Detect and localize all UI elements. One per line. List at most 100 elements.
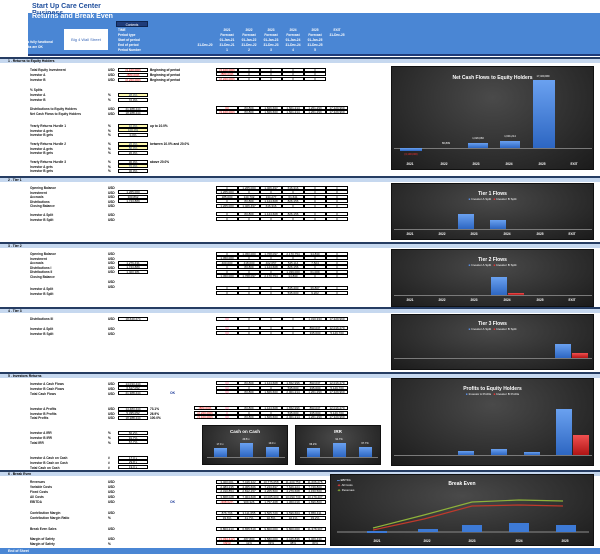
cell[interactable]: 1,757,468: [260, 499, 282, 504]
cell[interactable]: 5,149,700: [326, 330, 348, 335]
cell[interactable]: 0: [282, 326, 304, 331]
cell[interactable]: 1,450,000: [238, 251, 260, 256]
cell[interactable]: 11,378,307: [304, 526, 326, 531]
cell[interactable]: 1,406,497: [238, 203, 260, 208]
cell[interactable]: (0): [216, 390, 238, 395]
cell[interactable]: 418,000: [238, 260, 260, 265]
cell[interactable]: 0: [326, 251, 348, 256]
cell[interactable]: 0: [216, 291, 238, 296]
cell[interactable]: 7,626,224: [282, 484, 304, 489]
cell[interactable]: 1,339,000: [282, 269, 304, 274]
cell[interactable]: (0): [216, 406, 238, 411]
cell[interactable]: 0: [326, 190, 348, 195]
cell[interactable]: 0: [282, 256, 304, 261]
chart-tier-2-flows[interactable]: Tier 2 Flows ■ Investor A Split ■ Invest…: [391, 249, 594, 307]
cell[interactable]: 0: [304, 212, 326, 217]
cell[interactable]: 545,114: [282, 260, 304, 265]
cell[interactable]: 1,450,000: [216, 274, 238, 279]
chart-break-even[interactable]: Break Even ▬ EBITDA -◆- All Costs -◆- Re…: [330, 474, 594, 546]
cell[interactable]: 0: [282, 76, 304, 81]
input-hurdle-1[interactable]: 10.0%: [118, 123, 148, 128]
cell[interactable]: 61,641: [282, 194, 304, 199]
cell[interactable]: 876,766: [216, 510, 238, 515]
cell[interactable]: 4,150,500: [304, 489, 326, 494]
input-hurdle-2[interactable]: 20.0%: [118, 141, 148, 146]
cell[interactable]: 0: [216, 265, 238, 270]
cell[interactable]: 1,652,996: [282, 381, 304, 386]
cell[interactable]: (0): [216, 415, 238, 420]
cell[interactable]: 0: [260, 190, 282, 195]
cell[interactable]: 4,305,666: [238, 484, 260, 489]
cell[interactable]: 2,001,214: [282, 415, 304, 420]
cell[interactable]: 0: [238, 216, 260, 221]
input-investor-b[interactable]: (2,220,000): [118, 77, 148, 82]
cell[interactable]: (3,100,000): [216, 67, 238, 72]
cell[interactable]: 4,445,836: [282, 536, 304, 541]
cell[interactable]: 3,868,028: [216, 494, 238, 499]
cell[interactable]: 893,037: [304, 381, 326, 386]
input-investor-a[interactable]: (880,000): [118, 72, 148, 77]
chart-tier-1-flows[interactable]: Tier 1 Flows ■ Investor A Split ■ Invest…: [391, 183, 594, 240]
cell[interactable]: 7,749,800: [304, 484, 326, 489]
cell[interactable]: 335,600: [304, 330, 326, 335]
cell[interactable]: 0: [326, 269, 348, 274]
cell[interactable]: 3,580,000: [260, 536, 282, 541]
cell[interactable]: 1,768,097: [238, 274, 260, 279]
cell[interactable]: 4,205,500: [260, 489, 282, 494]
cell[interactable]: 5,149,700: [326, 410, 348, 415]
cell[interactable]: 0: [326, 212, 348, 217]
cell[interactable]: 36,807: [304, 286, 326, 291]
cell[interactable]: 1,124,608: [260, 212, 282, 217]
cell[interactable]: 32.5%: [260, 515, 282, 520]
cell[interactable]: 17,329,969: [326, 390, 348, 395]
cell[interactable]: 38%: [282, 541, 304, 546]
contents-button[interactable]: Contents: [116, 21, 148, 27]
cell[interactable]: 1,261,299: [304, 415, 326, 420]
cell[interactable]: 0: [216, 199, 238, 204]
cell[interactable]: 2,483,235: [216, 484, 238, 489]
cell[interactable]: 11,200,753: [282, 479, 304, 484]
cell[interactable]: 335,600: [304, 410, 326, 415]
cell[interactable]: 0: [238, 256, 260, 261]
cell[interactable]: 0: [260, 326, 282, 331]
cell[interactable]: 0: [326, 286, 348, 291]
cell[interactable]: (880,000): [216, 72, 238, 77]
cell[interactable]: 7,824: [304, 260, 326, 265]
input-hurdle-1-a[interactable]: 100.0%: [118, 128, 148, 133]
cell[interactable]: 0: [326, 256, 348, 261]
cell[interactable]: 0: [260, 76, 282, 81]
cell[interactable]: 893,037: [304, 406, 326, 411]
chart-profits-equity[interactable]: Profits to Equity Holders ■ Investor A P…: [391, 378, 594, 466]
cell[interactable]: 185,000: [216, 194, 238, 199]
cell[interactable]: 7,004,608: [238, 494, 260, 499]
chart-cash-on-cash[interactable]: Cash on Cash 17.0 x 29.8 x 19.0 x: [202, 425, 288, 465]
cell[interactable]: 0: [304, 194, 326, 199]
cell[interactable]: 5,149,700: [326, 385, 348, 390]
cell[interactable]: (1,334,412): [216, 536, 238, 541]
cell[interactable]: 6,803,213: [216, 526, 238, 531]
cell[interactable]: 1,406,497: [260, 185, 282, 190]
cell[interactable]: 0: [238, 286, 260, 291]
cell[interactable]: 1,265,000: [238, 185, 260, 190]
cell[interactable]: 0: [326, 265, 348, 270]
cell[interactable]: 3,400,001: [216, 479, 238, 484]
cell[interactable]: (3,100,000): [194, 415, 216, 420]
cell[interactable]: 0: [260, 72, 282, 77]
cell[interactable]: 0: [304, 67, 326, 72]
cell[interactable]: 2,170,754: [260, 274, 282, 279]
cell[interactable]: 0: [238, 330, 260, 335]
cell[interactable]: 10,090,739: [282, 494, 304, 499]
cell[interactable]: 0: [216, 216, 238, 221]
cell[interactable]: 0: [216, 251, 238, 256]
cell[interactable]: 80,809: [238, 110, 260, 115]
cell[interactable]: 3,856,411: [304, 510, 326, 515]
cell[interactable]: 10,005,000: [260, 494, 282, 499]
cell[interactable]: 0: [304, 203, 326, 208]
cell[interactable]: 1,265,000: [216, 190, 238, 195]
cell[interactable]: 0: [260, 256, 282, 261]
cell[interactable]: 0: [260, 291, 282, 296]
cell[interactable]: 80,809: [238, 381, 260, 386]
cell[interactable]: 80,809: [238, 390, 260, 395]
cell[interactable]: 0: [282, 67, 304, 72]
cell[interactable]: 1,652,996: [282, 406, 304, 411]
